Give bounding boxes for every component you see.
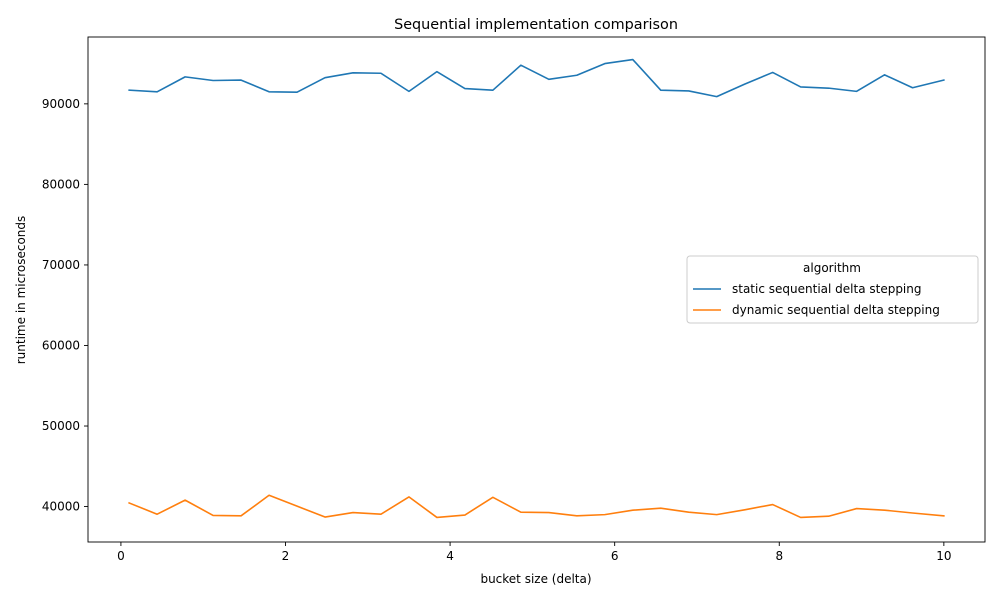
legend-label-static: static sequential delta stepping xyxy=(732,282,922,296)
x-tick-label: 2 xyxy=(282,549,290,563)
axes-frame xyxy=(87,36,986,543)
y-tick-label: 80000 xyxy=(42,177,80,191)
y-axis-label: runtime in microseconds xyxy=(14,216,28,365)
legend-box xyxy=(686,255,979,324)
x-tick-label: 0 xyxy=(117,549,125,563)
series-line-0 xyxy=(128,58,945,98)
y-tick-label: 70000 xyxy=(42,258,80,272)
x-tick-label: 6 xyxy=(611,549,619,563)
axes-layer: 0 2 4 6 8 10 40000 50000 60000 70000 80000 90000 xyxy=(42,36,986,563)
y-tick-label: 40000 xyxy=(42,500,80,514)
x-axis-label: bucket size (delta) xyxy=(480,572,591,586)
y-tick-label: 50000 xyxy=(42,419,80,433)
legend: algorithm static sequential delta steppi… xyxy=(686,255,979,324)
y-tick-label: 60000 xyxy=(42,338,80,352)
chart-title: Sequential implementation comparison xyxy=(394,17,678,33)
x-tick-label: 10 xyxy=(936,549,951,563)
legend-label-dynamic: dynamic sequential delta stepping xyxy=(732,303,940,317)
x-tick-label: 4 xyxy=(446,549,454,563)
y-tick-label: 90000 xyxy=(42,97,80,111)
legend-title: algorithm xyxy=(803,261,861,275)
series-layer xyxy=(128,58,945,519)
x-tick-label: 8 xyxy=(775,549,783,563)
series-line-1 xyxy=(128,494,945,519)
